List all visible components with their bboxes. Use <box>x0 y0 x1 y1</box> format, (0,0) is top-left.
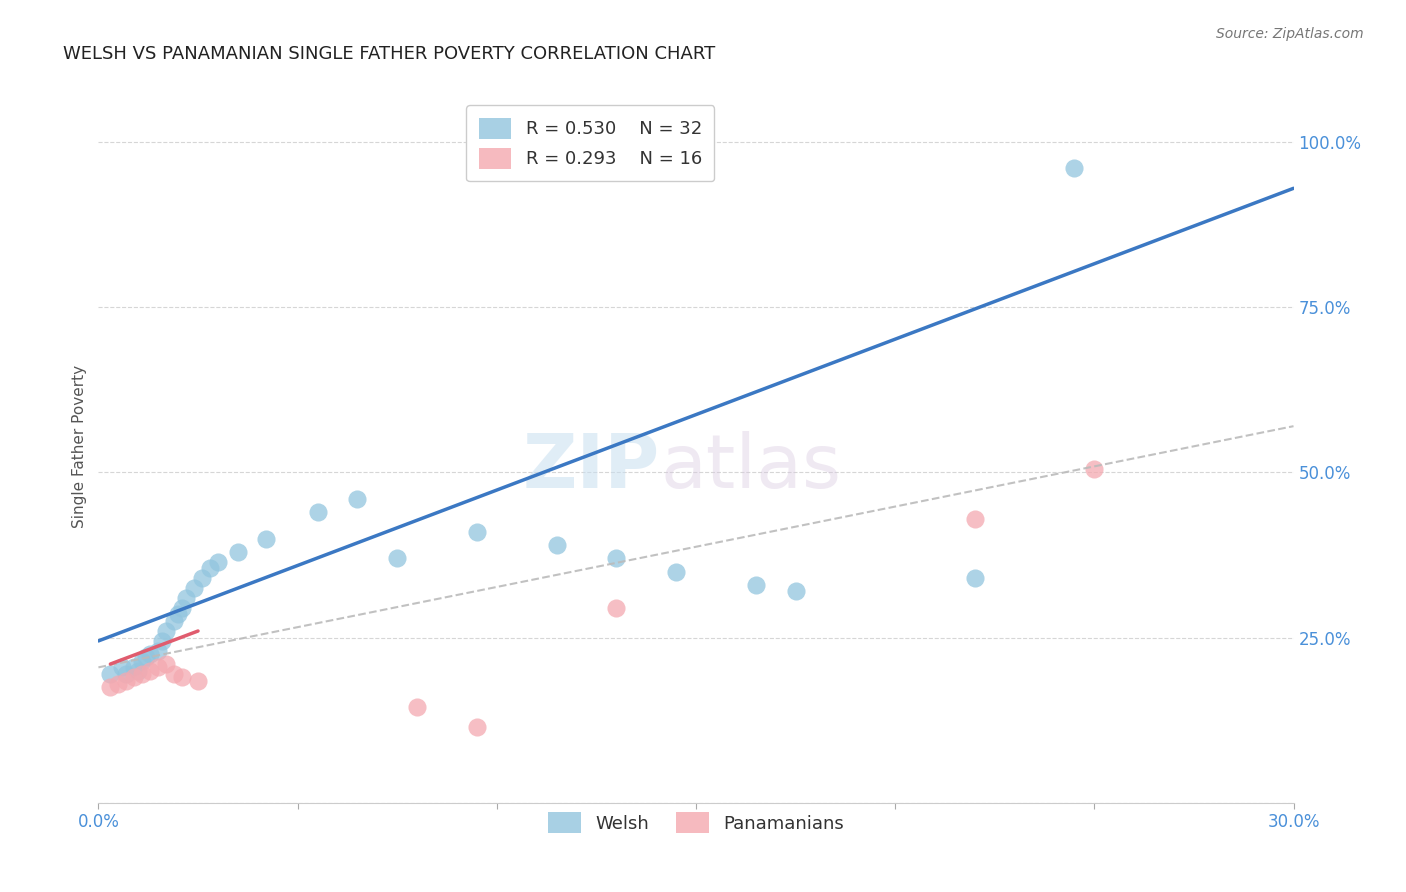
Point <box>605 551 627 566</box>
Point <box>183 581 205 595</box>
Point <box>172 600 194 615</box>
Point <box>307 505 329 519</box>
Point <box>139 647 162 661</box>
Point <box>148 644 170 658</box>
Point <box>207 555 229 569</box>
Legend: Welsh, Panamanians: Welsh, Panamanians <box>541 805 851 840</box>
Text: Source: ZipAtlas.com: Source: ZipAtlas.com <box>1216 27 1364 41</box>
Point <box>963 571 986 585</box>
Point <box>131 654 153 668</box>
Point <box>148 660 170 674</box>
Point <box>546 538 568 552</box>
Point <box>191 571 214 585</box>
Point <box>226 545 249 559</box>
Point <box>1083 462 1105 476</box>
Point <box>107 677 129 691</box>
Point <box>1063 161 1085 176</box>
Point <box>163 614 186 628</box>
Point <box>167 607 190 622</box>
Point <box>174 591 197 605</box>
Y-axis label: Single Father Poverty: Single Father Poverty <box>72 365 87 527</box>
Point <box>254 532 277 546</box>
Point <box>605 600 627 615</box>
Point <box>127 664 149 678</box>
Point <box>155 624 177 638</box>
Point <box>115 673 138 688</box>
Point <box>785 584 807 599</box>
Point <box>187 673 209 688</box>
Point <box>150 634 173 648</box>
Text: WELSH VS PANAMANIAN SINGLE FATHER POVERTY CORRELATION CHART: WELSH VS PANAMANIAN SINGLE FATHER POVERT… <box>63 45 716 62</box>
Point <box>465 720 488 734</box>
Point <box>124 670 146 684</box>
Point <box>111 660 134 674</box>
Point <box>139 664 162 678</box>
Point <box>131 667 153 681</box>
Point <box>465 524 488 539</box>
Point <box>124 660 146 674</box>
Point <box>198 561 221 575</box>
Text: ZIP: ZIP <box>523 431 661 504</box>
Point <box>115 667 138 681</box>
Point <box>346 491 368 506</box>
Point <box>163 667 186 681</box>
Point <box>135 650 157 665</box>
Point <box>385 551 409 566</box>
Point <box>98 667 122 681</box>
Point <box>98 680 122 694</box>
Point <box>665 565 688 579</box>
Point <box>155 657 177 671</box>
Point <box>745 578 768 592</box>
Point <box>406 700 429 714</box>
Point <box>172 670 194 684</box>
Text: atlas: atlas <box>661 431 841 504</box>
Point <box>963 511 986 525</box>
